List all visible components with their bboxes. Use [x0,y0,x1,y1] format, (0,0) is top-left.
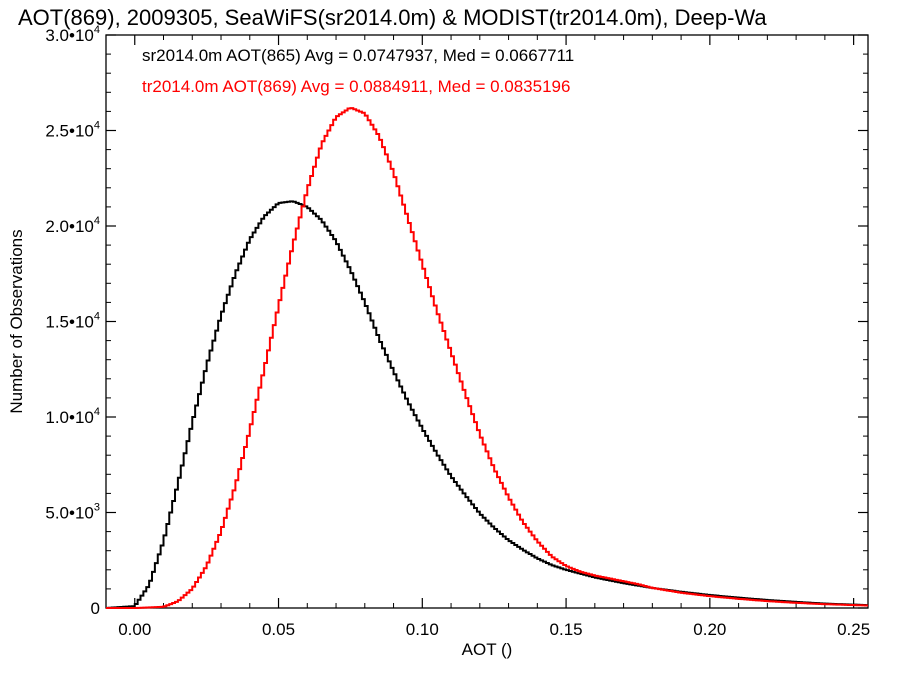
y-axis-label: Number of Observations [7,229,26,413]
x-tick-label-5: 0.25 [837,620,870,639]
x-tick-label-3: 0.15 [550,620,583,639]
y-tick-label-3: 1.5•104 [45,311,100,332]
chart-title: AOT(869), 2009305, SeaWiFS(sr2014.0m) & … [18,5,767,30]
y-axis: 0 5.0•103 1.0•104 1.5•104 2.0•104 2.5•104 3.0•… [45,24,868,618]
x-tick-label-1: 0.05 [262,620,295,639]
x-tick-label-4: 0.20 [693,620,726,639]
x-axis: 0.00 0.05 0.10 0.15 0.20 0.25 [118,35,870,639]
y-tick-label-5: 2.5•104 [45,120,100,141]
series-line-1 [106,107,868,609]
x-tick-label-2: 0.10 [406,620,439,639]
legend-entry-tr2014: tr2014.0m AOT(869) Avg = 0.0884911, Med … [142,77,570,96]
legend-entry-sr2014: sr2014.0m AOT(865) Avg = 0.0747937, Med … [142,46,574,65]
y-tick-label-1: 5.0•103 [45,502,100,523]
y-tick-label-6: 3.0•104 [45,24,100,45]
x-axis-label: AOT () [462,640,513,659]
series-layer [106,107,868,609]
x-tick-label-0: 0.00 [118,620,151,639]
y-tick-label-4: 2.0•104 [45,215,100,236]
series-line-0 [106,200,868,609]
legend: sr2014.0m AOT(865) Avg = 0.0747937, Med … [142,46,574,96]
y-tick-label-2: 1.0•104 [45,406,100,427]
y-tick-label-0: 0 [91,599,100,618]
